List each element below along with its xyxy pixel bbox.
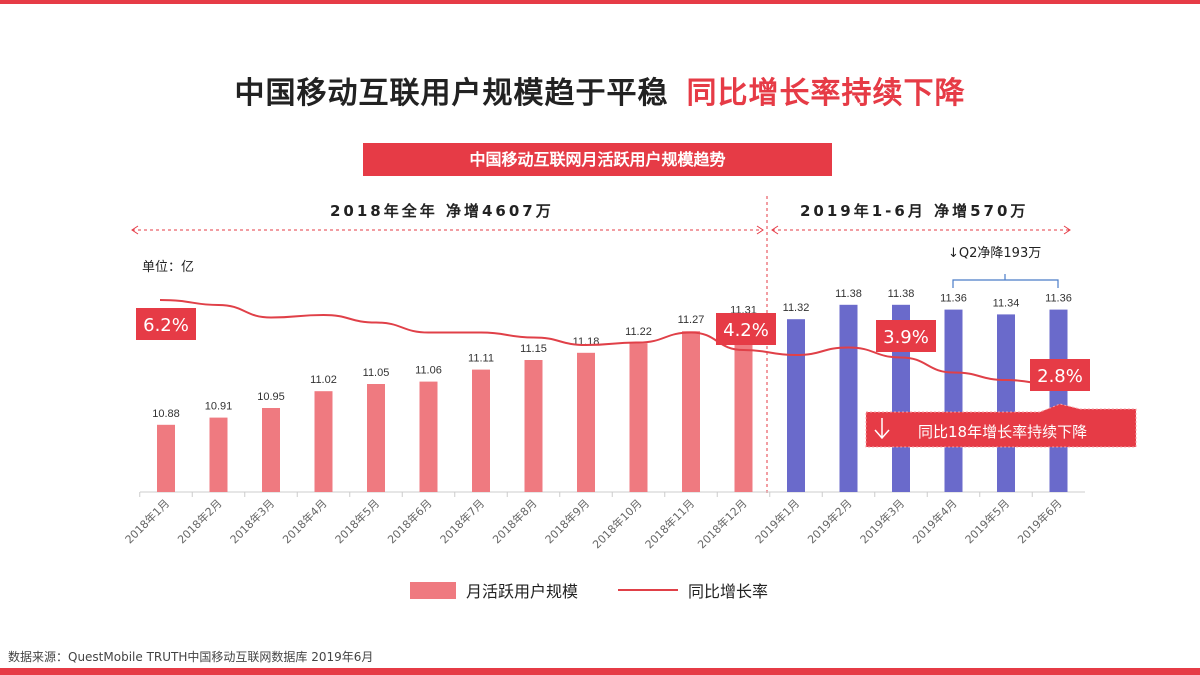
legend-line: 同比增长率: [618, 578, 768, 602]
arrow-down-icon: [874, 418, 890, 440]
bar: [157, 424, 175, 492]
bar-value-label: 11.05: [363, 367, 390, 379]
x-tick-label: 2018年3月: [227, 496, 277, 546]
x-tick-label: 2019年1月: [752, 496, 802, 546]
q2-bracket: [952, 274, 1059, 288]
bar-value-label: 11.36: [940, 293, 967, 305]
arrowhead-icon: [131, 225, 139, 235]
bar-value-label: 11.36: [1045, 293, 1072, 305]
rate-label: 3.9%: [883, 327, 929, 348]
top-accent-bar: [0, 0, 1200, 4]
q2-note: ↓Q2净降193万: [948, 246, 1042, 261]
bar: [629, 343, 648, 492]
bar: [944, 309, 963, 492]
x-tick-label: 2018年8月: [489, 496, 539, 546]
legend-bar-swatch: [410, 581, 456, 599]
bar: [524, 360, 543, 492]
x-tick-label: 2019年5月: [962, 496, 1012, 546]
bar: [734, 321, 753, 492]
bar-value-label: 11.27: [678, 314, 705, 326]
bar-value-label: 11.02: [310, 374, 337, 386]
chart-title-banner: 中国移动互联网月活跃用户规模趋势: [363, 143, 832, 176]
x-tick-label: 2018年4月: [279, 496, 329, 546]
page-title: 中国移动互联用户规模趋于平稳 同比增长率持续下降: [234, 76, 966, 111]
x-tick-label: 2019年2月: [804, 496, 854, 546]
legend-bar: 月活跃用户规模: [410, 578, 578, 602]
bar-value-label: 11.06: [415, 365, 442, 377]
bar-value-label: 11.38: [835, 288, 862, 300]
bar: [839, 304, 858, 492]
bar: [577, 352, 595, 492]
growth-rate-line: [159, 299, 1059, 386]
x-tick-label: 2018年1月: [122, 496, 172, 546]
bar: [367, 384, 385, 492]
bar: [262, 408, 280, 492]
x-tick-label: 2018年5月: [332, 496, 382, 546]
bar: [209, 417, 228, 492]
bar: [682, 331, 700, 492]
rate-label-box: [876, 320, 936, 352]
bar-value-label: 11.38: [888, 288, 915, 300]
bar-value-label: 11.22: [625, 326, 652, 338]
x-tick-label: 2018年2月: [174, 496, 224, 546]
bar: [997, 314, 1015, 492]
arrowhead-icon: [756, 225, 764, 235]
bar-value-label: 10.95: [257, 391, 285, 403]
bar: [472, 369, 490, 492]
x-tick-label: 2018年11月: [642, 496, 697, 551]
x-tick-label: 2018年7月: [437, 496, 487, 546]
arrowhead-icon: [771, 225, 779, 235]
bar-value-label: 10.91: [205, 401, 233, 413]
x-tick-label: 2018年9月: [542, 496, 592, 546]
x-tick-label: 2018年12月: [694, 496, 749, 551]
x-tick-label: 2018年6月: [384, 496, 434, 546]
bar-value-label: 11.32: [783, 302, 810, 314]
bar-value-label: 11.15: [520, 343, 547, 355]
segment-2019-label: 2019年1-6月 净增570万: [800, 202, 1029, 220]
bar-value-label: 10.88: [152, 408, 180, 420]
arrowhead-icon: [1063, 225, 1071, 235]
legend-line-swatch: [618, 589, 678, 591]
callout-text: 同比18年增长率持续下降: [918, 423, 1087, 441]
bar: [1049, 309, 1068, 492]
bar-value-label: 11.11: [468, 353, 494, 365]
rate-label: 6.2%: [143, 315, 189, 336]
x-tick-label: 2019年6月: [1014, 496, 1064, 546]
rate-label-box: [136, 308, 196, 340]
rate-label-box: [1030, 359, 1090, 391]
x-tick-label: 2018年10月: [589, 496, 644, 551]
rate-label: 2.8%: [1037, 366, 1083, 387]
bar: [787, 319, 805, 492]
segment-2018-label: 2018年全年 净增4607万: [330, 202, 554, 220]
bottom-accent-bar: [0, 668, 1200, 675]
x-tick-label: 2019年4月: [909, 496, 959, 546]
callout-box: [865, 403, 1137, 448]
x-tick-label: 2019年3月: [857, 496, 907, 546]
source-footer: 数据来源：QuestMobile TRUTH中国移动互联网数据库 2019年6月: [8, 650, 374, 664]
bar: [419, 381, 438, 492]
unit-label: 单位：亿: [142, 260, 195, 275]
bar-value-label: 11.34: [993, 297, 1020, 309]
rate-label-box: [716, 313, 776, 345]
bar: [314, 391, 333, 492]
rate-label: 4.2%: [723, 320, 769, 341]
